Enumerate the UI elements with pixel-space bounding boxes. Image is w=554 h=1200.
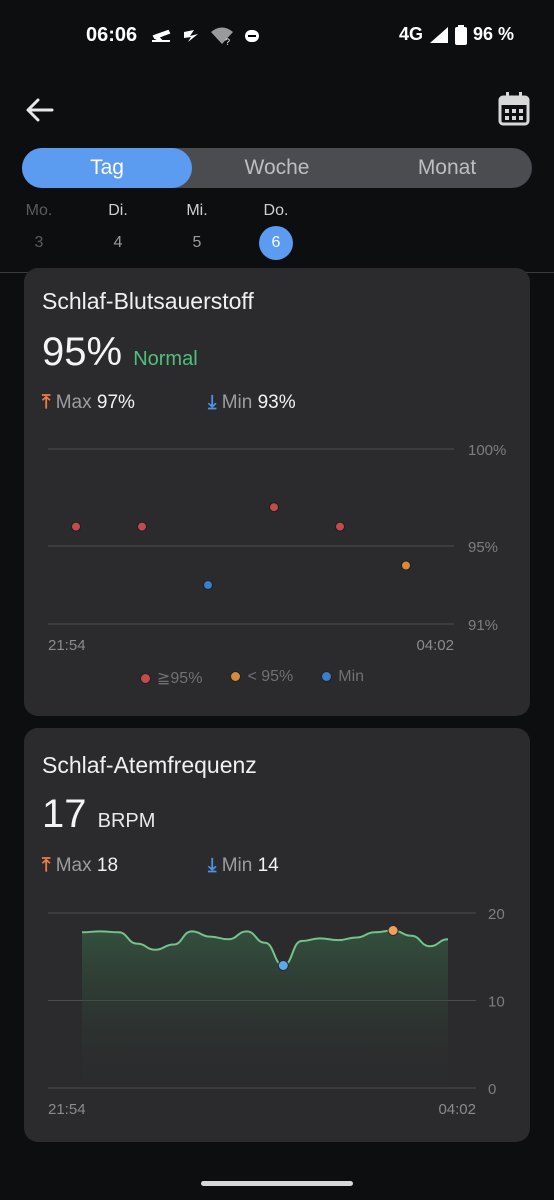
legend-dot [321, 671, 333, 683]
resp-unit: BRPM [97, 810, 156, 832]
min-value: 93% [257, 392, 296, 413]
header: Tag Woche Monat Mo. 3 Di. 4 Mi. 5 Do. 6 [0, 72, 554, 273]
x-tick-label: 21:54 [48, 637, 86, 654]
legend-dot [230, 671, 242, 683]
tab-day[interactable]: Tag [22, 148, 192, 188]
status-right: 4G 96 % [399, 24, 514, 45]
spo2-value: 95% [42, 330, 123, 374]
y-tick-label: 95% [468, 539, 498, 556]
min-stat: ⤓ Min 14 [208, 855, 279, 877]
legend-dot [140, 673, 151, 685]
day-name: Di. [108, 202, 128, 219]
y-tick-label: 91% [468, 617, 498, 634]
data-point [401, 560, 411, 571]
max-value: 97% [96, 392, 135, 413]
day-name: Mo. [25, 202, 53, 219]
day-number: 3 [34, 234, 44, 251]
svg-text:?: ? [225, 37, 230, 46]
arrow-down-icon: ⤓ [208, 855, 217, 876]
legend-label: ≧95% [157, 670, 203, 687]
y-tick-label: 20 [488, 906, 505, 923]
data-point [137, 521, 147, 532]
day-monday[interactable]: Mo. 3 [19, 202, 59, 252]
min-marker [277, 960, 289, 971]
data-point [269, 502, 279, 513]
battery-percent: 96 % [472, 24, 514, 44]
day-number: 4 [113, 234, 123, 251]
max-label: Max [55, 392, 92, 413]
resp-value: 17 [42, 792, 87, 836]
min-value: 14 [257, 855, 279, 876]
calendar-icon[interactable] [498, 92, 530, 126]
day-wednesday[interactable]: Mi. 5 [177, 202, 217, 252]
min-stat: ⤓ Min 93% [208, 392, 296, 414]
network-type: 4G [398, 24, 423, 44]
max-label: Max [55, 855, 92, 876]
chart-legend: ≧95% < 95% Min [140, 668, 364, 688]
day-name: Mi. [186, 202, 208, 219]
notification-icons: ? [150, 24, 260, 48]
arrow-up-icon: ⤒ [42, 855, 51, 876]
data-point [203, 580, 213, 590]
x-tick-label: 21:54 [48, 1101, 86, 1118]
chat-app-icon [245, 30, 259, 42]
day-thursday[interactable]: Do. 6 [256, 202, 296, 260]
x-tick-label: 04:02 [416, 637, 454, 654]
min-label: Min [221, 392, 253, 413]
home-indicator[interactable] [201, 1181, 353, 1186]
status-time: 06:06 [86, 24, 138, 46]
y-tick-label: 100% [468, 442, 506, 459]
tab-month[interactable]: Monat [417, 156, 477, 179]
day-picker: Mo. 3 Di. 4 Mi. 5 Do. 6 [0, 202, 554, 272]
respiration-chart: 20 10 0 21:54 04:02 [48, 906, 505, 1118]
card-title: Schlaf-Atemfrequenz [42, 752, 257, 778]
legend-label: Min [338, 668, 365, 685]
status-bar: 06:06 ? 4G 96 % [0, 0, 554, 72]
series-line [81, 929, 449, 967]
data-point [335, 521, 345, 532]
max-value: 18 [96, 855, 119, 876]
spo2-card[interactable]: Schlaf-Blutsauerstoff 95% Normal ⤒ Max 9… [24, 268, 530, 716]
back-arrow-icon[interactable] [24, 94, 56, 126]
battery-icon [454, 24, 467, 45]
day-number-selected: 6 [259, 226, 293, 260]
area-fill [82, 930, 448, 1088]
y-tick-label: 0 [488, 1081, 496, 1098]
card-title: Schlaf-Blutsauerstoff [42, 288, 254, 314]
min-label: Min [221, 855, 253, 876]
spo2-chart: 100% 95% 91% 21:54 04:02 [48, 442, 506, 654]
airplane-icon [152, 29, 171, 42]
data-point [71, 521, 81, 532]
day-name: Do. [263, 202, 289, 219]
arrow-down-icon: ⤓ [208, 392, 217, 413]
legend-item-low: < 95% [230, 668, 293, 688]
tab-week[interactable]: Woche [244, 156, 310, 179]
max-stat: ⤒ Max 97% [42, 392, 135, 414]
legend-item-min: Min [321, 668, 364, 688]
app-notification-icon [184, 30, 198, 42]
resp-value-row: 17 BRPM [42, 792, 155, 837]
max-stat: ⤒ Max 18 [42, 855, 118, 877]
y-tick-label: 10 [488, 994, 505, 1011]
day-number: 5 [192, 234, 202, 251]
cell-signal-icon [429, 26, 448, 43]
wifi-question-icon: ? [211, 27, 233, 46]
period-segmented-control: Tag Woche Monat [22, 148, 532, 188]
status-badge: Normal [133, 348, 198, 370]
legend-label: < 95% [247, 668, 294, 685]
spo2-value-row: 95% Normal [42, 330, 198, 375]
legend-item-high: ≧95% [140, 668, 202, 688]
day-tuesday[interactable]: Di. 4 [98, 202, 138, 252]
respiration-card[interactable]: Schlaf-Atemfrequenz 17 BRPM ⤒ Max 18 ⤓ M… [24, 728, 530, 1142]
arrow-up-icon: ⤒ [42, 392, 51, 413]
x-tick-label: 04:02 [438, 1101, 476, 1118]
max-marker [387, 925, 399, 936]
